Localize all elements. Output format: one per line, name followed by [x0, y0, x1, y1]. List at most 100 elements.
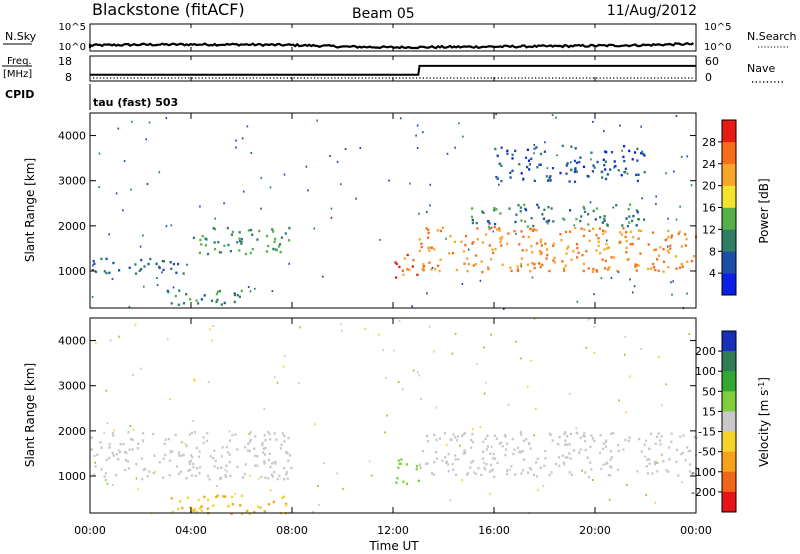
velocity-cell: [629, 375, 631, 378]
power-cell: [528, 163, 531, 166]
velocity-cell: [435, 438, 438, 442]
power-cell: [271, 228, 274, 231]
velocity-cell: [253, 510, 256, 514]
colorbar-segment: [722, 207, 736, 230]
power-cell: [655, 195, 657, 198]
velocity-cell: [222, 495, 225, 498]
power-cell: [526, 225, 529, 228]
colorbar-tick-label: -200: [691, 486, 716, 499]
power-cell: [579, 156, 582, 159]
velocity-cell: [609, 458, 612, 461]
power-cell: [427, 231, 430, 235]
power-cell: [199, 238, 202, 242]
velocity-cell: [593, 351, 596, 354]
power-cell: [198, 251, 201, 255]
velocity-cell: [579, 448, 582, 451]
power-cell: [553, 261, 557, 264]
velocity-cell: [624, 335, 626, 338]
power-cell: [577, 251, 580, 254]
velocity-cell: [583, 439, 587, 443]
power-cell: [242, 190, 245, 193]
power-cell: [529, 270, 532, 273]
velocity-cell: [263, 462, 266, 465]
velocity-cell: [459, 444, 461, 447]
velocity-cell: [657, 432, 660, 435]
velocity-cell: [288, 454, 292, 457]
power-cell: [635, 173, 638, 176]
power-cell: [426, 211, 428, 214]
velocity-cell: [198, 466, 202, 469]
velocity-cell: [438, 437, 442, 440]
power-cell: [238, 249, 241, 252]
velocity-cell: [606, 461, 609, 464]
velocity-cell: [562, 461, 565, 465]
power-cell: [574, 167, 577, 170]
power-cell: [485, 233, 488, 236]
power-cell: [633, 151, 637, 154]
velocity-cell: [227, 505, 230, 508]
velocity-cell: [236, 465, 239, 468]
colorbar-tick-label: -100: [691, 466, 716, 479]
power-ytick-label: 2000: [58, 220, 86, 233]
velocity-cell: [529, 447, 532, 450]
power-cell: [525, 208, 528, 212]
time-axis-label: Time UT: [368, 539, 419, 553]
power-cell: [659, 246, 662, 249]
velocity-cell: [270, 473, 273, 476]
velocity-cell: [364, 327, 366, 330]
power-cell: [416, 147, 419, 150]
power-cell: [427, 236, 430, 239]
velocity-cell: [90, 448, 93, 451]
velocity-cell: [242, 476, 245, 479]
power-cell: [610, 256, 613, 259]
power-cell: [612, 206, 615, 209]
velocity-cell: [370, 474, 373, 477]
velocity-cell: [582, 434, 585, 438]
velocity-cell: [648, 458, 651, 461]
xtick-label: 00:00: [74, 524, 106, 537]
power-cell: [275, 248, 278, 252]
velocity-cell: [473, 471, 475, 474]
velocity-cell: [521, 449, 524, 453]
power-cell: [539, 253, 542, 256]
xtick-label: 20:00: [579, 524, 611, 537]
velocity-cell: [590, 434, 593, 437]
power-cell: [511, 153, 514, 156]
power-cell: [235, 139, 237, 142]
power-cell: [487, 220, 490, 223]
power-cell: [581, 253, 584, 257]
power-cell: [524, 220, 527, 223]
power-cell: [573, 159, 576, 163]
velocity-cell: [368, 460, 371, 463]
power-cell: [395, 276, 398, 279]
velocity-cell: [625, 411, 627, 414]
velocity-cell: [171, 510, 174, 514]
velocity-cell: [660, 435, 663, 438]
power-cell: [260, 207, 262, 210]
power-cell: [138, 269, 141, 272]
velocity-cell: [476, 363, 478, 365]
velocity-cell: [312, 511, 314, 513]
velocity-cell: [415, 464, 419, 468]
power-cell: [462, 250, 466, 253]
velocity-cell: [432, 350, 435, 353]
power-cell: [455, 268, 458, 272]
power-cell: [463, 262, 466, 265]
power-cell: [227, 243, 230, 247]
power-cell: [231, 230, 234, 234]
velocity-cell: [108, 442, 111, 446]
power-cell: [626, 172, 629, 175]
velocity-cell: [174, 433, 177, 436]
velocity-cell: [131, 438, 134, 441]
velocity-cell: [171, 450, 174, 453]
velocity-cell: [285, 473, 288, 476]
power-cell: [423, 265, 426, 268]
power-cell: [593, 166, 596, 169]
velocity-cell: [501, 445, 504, 448]
velocity-cell: [554, 462, 558, 466]
velocity-cell: [127, 467, 131, 470]
power-cell: [583, 228, 586, 231]
power-cell: [449, 235, 452, 238]
velocity-cell: [486, 434, 489, 437]
velocity-cell: [108, 456, 111, 459]
